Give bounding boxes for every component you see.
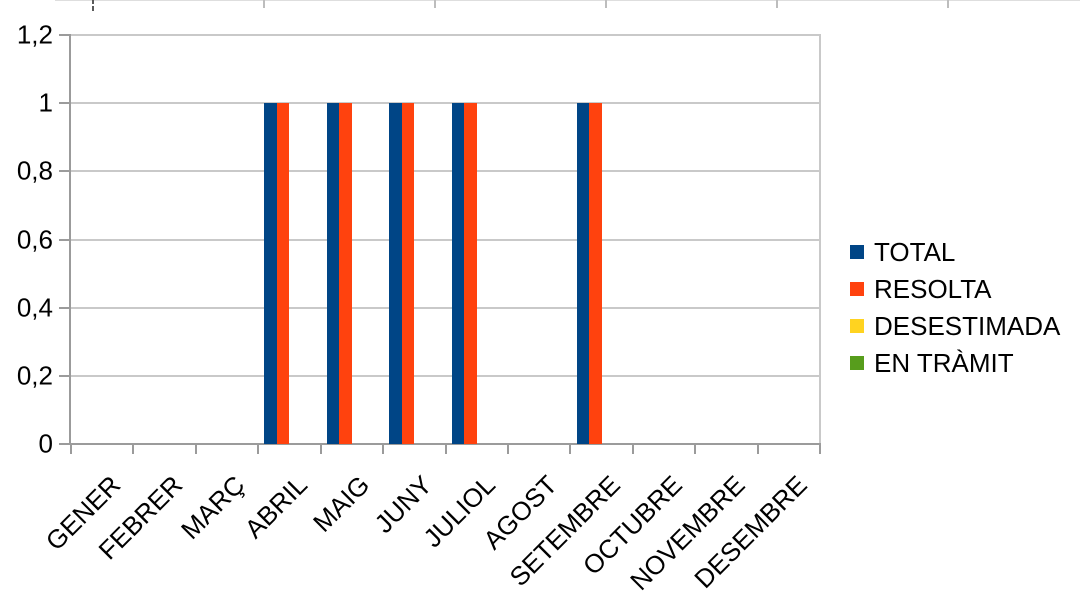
- y-axis-label-0-2: 0,2: [16, 360, 53, 391]
- x-axis-tick: [694, 443, 697, 454]
- y-axis-label-1: 1: [38, 87, 53, 118]
- gridline-y-0-2: [71, 374, 820, 377]
- gridline-y-0-4: [71, 306, 820, 309]
- x-axis-tick: [70, 443, 72, 454]
- legend-swatch-resolta: [850, 282, 864, 296]
- bar-total-juliol: [451, 103, 465, 444]
- x-axis-label-mar: MARÇ: [175, 469, 251, 545]
- cropped-axis-tick-artifact: [434, 0, 436, 8]
- legend-swatch-total: [850, 245, 864, 259]
- legend-item-en-tr-mit: EN TRÀMIT: [850, 350, 1014, 376]
- x-axis-tick: [319, 443, 322, 454]
- x-axis-tick: [819, 443, 821, 454]
- x-axis-tick: [132, 443, 135, 454]
- bar-resolta-juny: [401, 103, 415, 444]
- y-axis-tick-0-6: [59, 238, 71, 241]
- gridline-y-1-2: [71, 34, 820, 36]
- legend-swatch-desestimada: [850, 319, 864, 333]
- bar-resolta-maig: [339, 103, 352, 444]
- x-axis-tick: [756, 443, 759, 454]
- bar-resolta-juliol: [464, 103, 477, 444]
- y-axis-label-0-6: 0,6: [16, 223, 53, 254]
- x-axis-tick: [257, 443, 260, 454]
- x-axis-label-abril: ABRIL: [238, 469, 314, 544]
- cropped-axis-line-artifact: [55, 0, 1080, 1]
- gridline-y-0-8: [71, 170, 820, 173]
- x-axis-tick: [444, 443, 447, 454]
- y-axis-label-1-2: 1,2: [16, 19, 53, 50]
- y-axis-tick-0-2: [59, 374, 71, 377]
- legend-swatch-en-tr-mit: [850, 356, 864, 370]
- legend-label-resolta: RESOLTA: [874, 274, 992, 304]
- y-axis-label-0: 0: [38, 428, 53, 459]
- x-axis-tick: [569, 443, 572, 454]
- gridline-y-0-6: [71, 238, 820, 241]
- y-axis-tick-0-4: [59, 306, 71, 309]
- y-axis-tick-0-8: [59, 170, 71, 173]
- x-axis-tick: [382, 443, 385, 454]
- bar-resolta-abril: [276, 103, 290, 444]
- y-axis-label-0-4: 0,4: [16, 292, 53, 323]
- legend-label-total: TOTAL: [874, 237, 956, 267]
- bar-total-setembre: [576, 103, 590, 444]
- cropped-axis-tick-artifact: [263, 0, 265, 8]
- legend-label-desestimada: DESESTIMADA: [874, 311, 1061, 341]
- cropped-axis-tick-artifact: [605, 0, 607, 8]
- text-cursor-artifact: [92, 0, 94, 4]
- y-axis-label-0-8: 0,8: [16, 155, 53, 186]
- cropped-axis-tick-artifact: [947, 0, 949, 8]
- text-cursor-artifact: [92, 6, 94, 11]
- bar-total-maig: [326, 103, 340, 444]
- legend-item-desestimada: DESESTIMADA: [850, 313, 1060, 339]
- y-axis-tick-1-2: [59, 34, 71, 36]
- x-axis-label-maig: MAIG: [307, 469, 376, 538]
- x-axis-tick: [506, 443, 509, 454]
- legend-label-en-tr-mit: EN TRÀMIT: [874, 348, 1014, 378]
- x-axis-tick: [631, 443, 634, 454]
- plot-border-right: [819, 34, 821, 444]
- y-axis-tick-1: [59, 102, 71, 105]
- legend-item-resolta: RESOLTA: [850, 276, 992, 302]
- bar-resolta-setembre: [589, 103, 602, 444]
- legend-item-total: TOTAL: [850, 239, 955, 265]
- bar-total-juny: [389, 103, 402, 444]
- bar-total-abril: [264, 103, 277, 444]
- cropped-axis-tick-artifact: [776, 0, 778, 8]
- x-axis-tick: [194, 443, 197, 454]
- gridline-y-1: [71, 102, 820, 105]
- y-axis-tick-0: [59, 443, 71, 445]
